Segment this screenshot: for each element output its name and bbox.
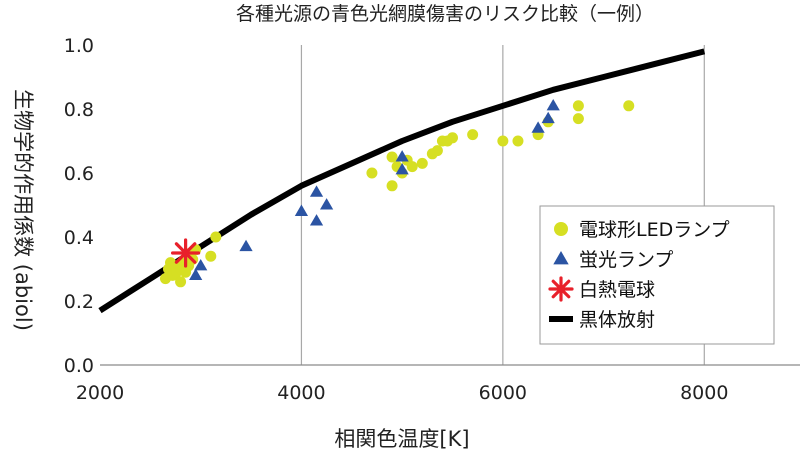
led-point	[210, 231, 222, 243]
led-point	[175, 276, 187, 288]
x-tick-label: 4000	[277, 382, 325, 404]
legend-box	[539, 205, 775, 345]
incandescent-point	[171, 238, 201, 268]
fluorescent-point	[541, 111, 555, 124]
fluorescent-point	[309, 185, 324, 197]
fluorescent-point	[239, 239, 253, 252]
data-points	[159, 98, 635, 288]
y-tick-label: 0.0	[64, 355, 94, 377]
blackbody-line	[98, 48, 706, 314]
led-point	[623, 100, 635, 112]
y-tick-label: 1.0	[64, 35, 94, 57]
y-tick-label: 0.8	[64, 99, 94, 121]
y-axis-label: 生物学的作用係数 (abiol)	[11, 89, 35, 331]
blackbody-curve	[98, 48, 706, 314]
y-tick-label: 0.2	[64, 291, 94, 313]
x-tick-label: 2000	[76, 382, 124, 404]
fluorescent-point	[194, 258, 208, 271]
y-tick-label: 0.4	[64, 227, 94, 249]
chart-title: 各種光源の青色光網膜傷害のリスク比較（一例）	[236, 3, 654, 25]
fluorescent-point	[395, 150, 409, 162]
led-point	[467, 129, 479, 141]
fluorescent-point	[395, 162, 409, 175]
led-point	[406, 161, 418, 173]
x-axis-label: 相関色温度[K]	[334, 427, 469, 451]
x-tick-label: 6000	[479, 382, 527, 404]
legend-swatch-asterisk	[548, 276, 574, 302]
asterisk-stroke	[174, 242, 197, 264]
y-tick-label: 0.6	[64, 163, 94, 185]
fluorescent-point	[294, 204, 309, 216]
x-tick-label: 8000	[680, 382, 728, 404]
led-point	[572, 113, 584, 125]
led-point	[431, 145, 443, 157]
fluorescent-point	[189, 268, 203, 280]
fluorescent-point	[546, 98, 560, 111]
fluorescent-point	[531, 121, 545, 133]
legend-label: 黒体放射	[579, 309, 655, 331]
legend-swatch-circle	[554, 222, 568, 236]
led-point	[386, 180, 398, 192]
fluorescent-point	[309, 214, 324, 226]
tick-labels: 2000 4000 6000 8000 0.0 0.2 0.4 0.6 0.8 1.0	[64, 35, 729, 404]
led-point	[572, 100, 584, 112]
led-point	[416, 157, 428, 169]
led-point	[497, 135, 509, 147]
led-point	[447, 132, 458, 144]
legend-swatch-triangle	[553, 251, 569, 265]
led-point	[205, 250, 217, 262]
led-point	[512, 135, 524, 147]
legend-label: 電球形LEDランプ	[579, 219, 730, 241]
fluorescent-point	[320, 198, 334, 210]
asterisk-stroke	[551, 279, 571, 299]
led-point	[386, 151, 398, 163]
legend-label: 白熱電球	[579, 279, 655, 301]
legend-label: 蛍光ランプ	[579, 249, 673, 271]
led-point	[366, 167, 378, 179]
